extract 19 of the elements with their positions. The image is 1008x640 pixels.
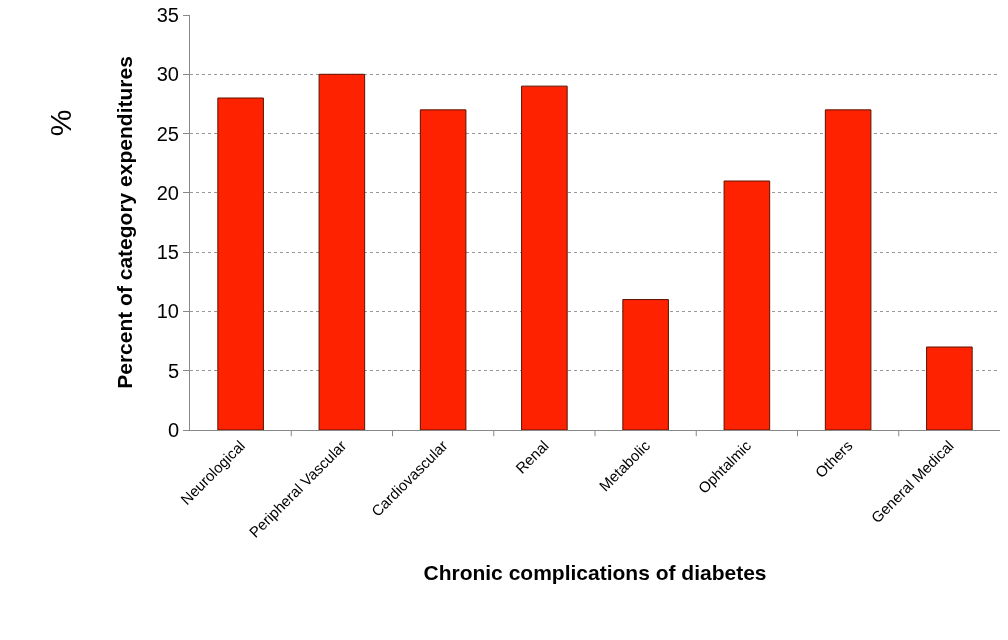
bar xyxy=(521,85,568,430)
y-tick-label: 0 xyxy=(167,419,179,441)
text: % xyxy=(43,109,77,137)
bar xyxy=(217,97,264,430)
y-tick-label: 10 xyxy=(156,300,179,323)
bar xyxy=(926,346,973,430)
y-tick-label: 25 xyxy=(156,122,179,145)
bar xyxy=(318,73,366,430)
y-tick-label: 15 xyxy=(156,241,179,264)
bar xyxy=(723,180,771,430)
x-axis-title: Chronic complications of diabetes xyxy=(423,560,767,584)
y-tick-label: 30 xyxy=(156,63,179,86)
y-tick-label: 35 xyxy=(156,4,179,26)
bar xyxy=(824,109,872,430)
bar xyxy=(622,299,669,430)
y-tick-label: 5 xyxy=(167,359,179,382)
y-axis-title: Percent of category expenditures xyxy=(112,56,136,389)
bar xyxy=(419,109,467,430)
y-tick-label: 20 xyxy=(156,181,179,204)
